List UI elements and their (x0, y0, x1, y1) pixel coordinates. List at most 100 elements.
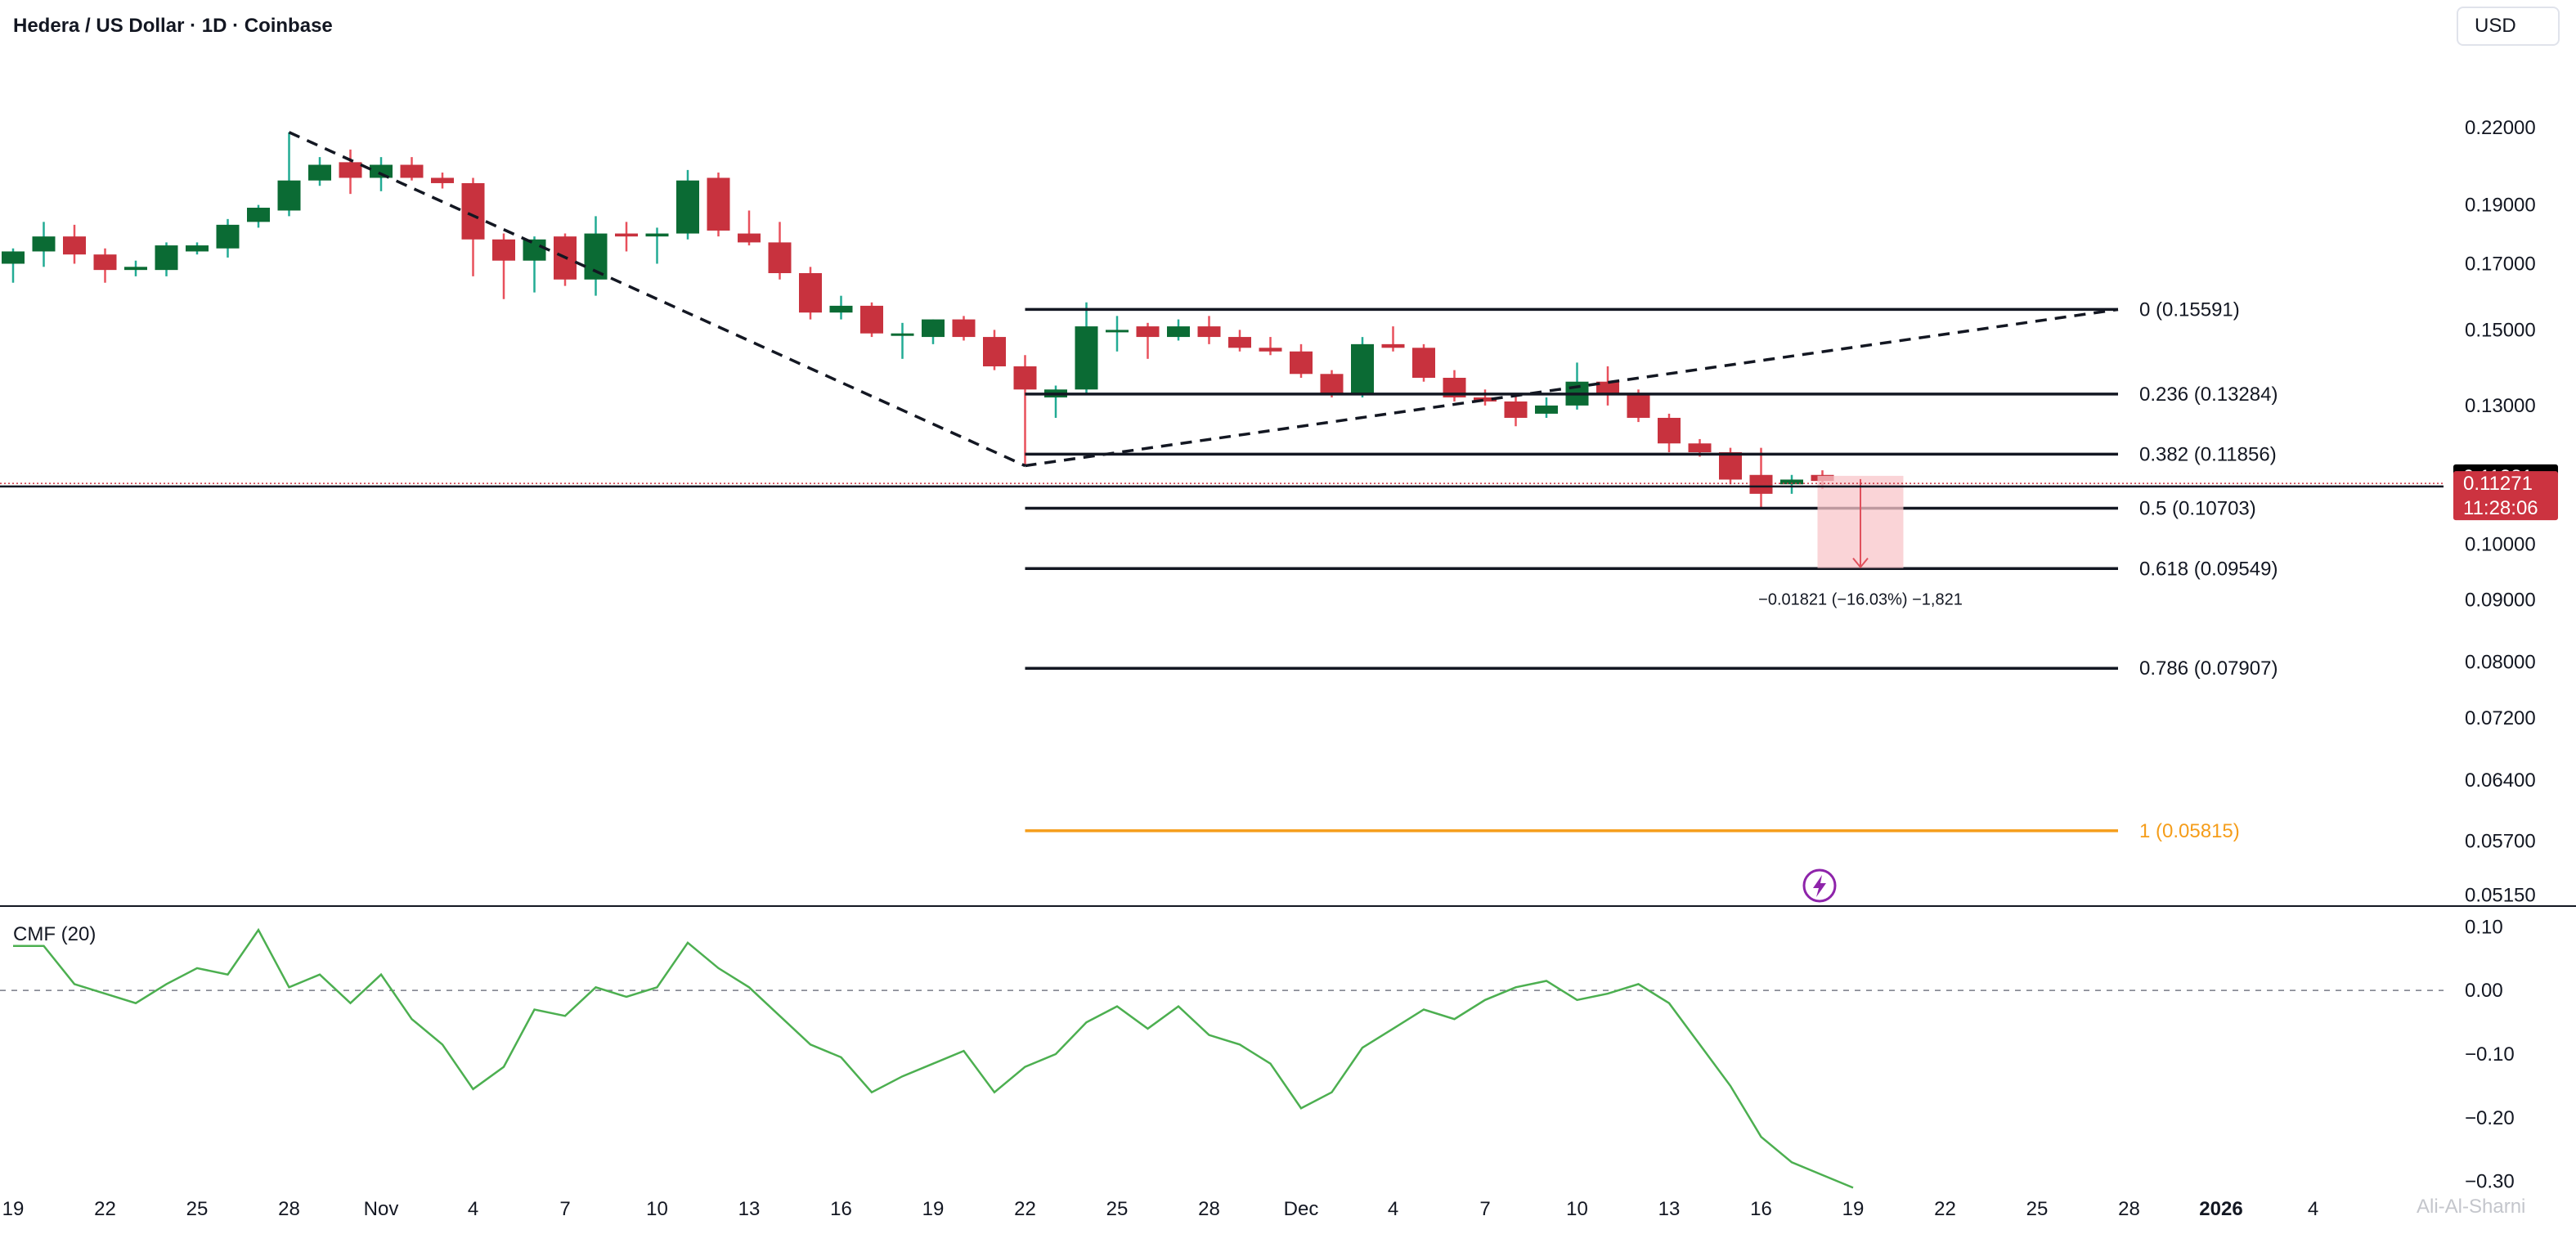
candle-down (1412, 348, 1435, 378)
time-axis-tick: 19 (2, 1198, 25, 1220)
candle-down (738, 233, 761, 243)
price-axis-tick: 0.15000 (2465, 319, 2536, 341)
price-axis-tick: 0.10000 (2465, 533, 2536, 555)
currency-button[interactable]: USD (2457, 7, 2560, 46)
triangle-lower-line (1025, 307, 2119, 468)
fib-level-label: 0.236 (0.13284) (2139, 384, 2278, 406)
candle-up (676, 180, 699, 234)
cmf-line (13, 927, 1854, 1189)
candle-up (2, 251, 25, 264)
cmf-axis-tick: 0.10 (2465, 916, 2503, 938)
time-axis-tick: Dec (1284, 1198, 1319, 1220)
price-axis-tick: 0.05700 (2465, 831, 2536, 853)
measure-label: −0.01821 (−16.03%) −1,821 (1758, 591, 1963, 609)
candle-up (277, 180, 301, 211)
fib-level-label: 0 (0.15591) (2139, 298, 2240, 321)
price-axis-tick: 0.08000 (2465, 652, 2536, 674)
price-axis-tick: 0.19000 (2465, 195, 2536, 217)
candle-up (1075, 326, 1098, 390)
time-axis-tick: 13 (1658, 1198, 1681, 1220)
candle-up (308, 164, 331, 181)
time-axis-tick: 19 (1842, 1198, 1865, 1220)
candle-down (1504, 401, 1528, 418)
candle-down (1320, 374, 1344, 394)
cmf-axis-tick: −0.10 (2465, 1043, 2515, 1066)
time-axis-tick: 16 (830, 1198, 852, 1220)
candle-up (124, 267, 147, 271)
time-axis-tick: 22 (1934, 1198, 1956, 1220)
price-axis-tick: 0.05150 (2465, 884, 2536, 906)
candle-down (1627, 393, 1650, 418)
candle-down (1197, 326, 1221, 338)
time-axis-tick: 28 (2118, 1198, 2140, 1220)
time-axis-tick: 7 (1479, 1198, 1490, 1220)
time-axis-tick: 2026 (2199, 1198, 2242, 1220)
candle-down (400, 164, 424, 178)
candle-down (1596, 381, 1619, 394)
lightning-alert-icon[interactable] (1802, 868, 1837, 903)
candle-down (339, 162, 362, 178)
candle-down (707, 177, 730, 231)
countdown-label: 11:28:06 (2463, 497, 2538, 519)
time-axis-tick: Nov (364, 1198, 399, 1220)
fib-level-label: 0.618 (0.09549) (2139, 558, 2278, 580)
cmf-axis-tick: −0.20 (2465, 1107, 2515, 1129)
candle-up (216, 224, 240, 249)
time-axis-tick: 7 (559, 1198, 570, 1220)
candle-down (983, 337, 1006, 366)
candle-down (1474, 397, 1497, 402)
candle-up (247, 208, 270, 222)
time-axis-tick: 25 (2026, 1198, 2049, 1220)
axes: 0.113810.1127111:28:060.260000.220000.19… (0, 29, 2576, 1220)
price-axis-tick: 0.09000 (2465, 590, 2536, 612)
candle-down (1688, 443, 1712, 453)
cmf-title: CMF (20) (13, 923, 96, 945)
time-axis-tick: 4 (2308, 1198, 2318, 1220)
price-axis-tick: 0.13000 (2465, 395, 2536, 417)
candle-down (615, 233, 638, 237)
fib-level-label: 0.5 (0.10703) (2139, 498, 2256, 520)
candle-down (1290, 351, 1313, 375)
candle-up (1351, 343, 1374, 394)
candle-down (952, 319, 976, 338)
cmf-pane[interactable] (0, 927, 2444, 1189)
candle-down (799, 273, 822, 313)
time-axis-tick: 10 (1566, 1198, 1588, 1220)
candle-up (370, 164, 393, 178)
candle-up (829, 305, 853, 313)
candle-up (891, 333, 914, 336)
candle-up (1167, 326, 1190, 338)
time-axis-tick: 4 (468, 1198, 478, 1220)
time-axis-tick: 28 (278, 1198, 300, 1220)
candle-down (1381, 343, 1405, 348)
candle-down (860, 305, 883, 334)
candle-up (155, 245, 178, 271)
candle-down (63, 236, 86, 255)
time-axis-tick: 16 (1750, 1198, 1772, 1220)
candle-up (1535, 405, 1558, 414)
candle-down (461, 182, 485, 240)
candle-down (1719, 452, 1742, 480)
candle-up (645, 233, 669, 237)
candle-down (1228, 337, 1251, 348)
candle-up (922, 319, 945, 338)
price-pane[interactable] (2, 132, 1834, 509)
candle-down (93, 254, 117, 271)
time-axis-tick: 22 (1014, 1198, 1036, 1220)
candle-up (186, 245, 209, 252)
candle-up (1106, 330, 1129, 333)
candle-down (1749, 474, 1773, 494)
drawing-overlays[interactable]: 0 (0.15591) 0.236 (0.13284) 0.382 (0.11856… (0, 131, 2444, 842)
time-axis-tick: 28 (1198, 1198, 1220, 1220)
last-price-label-text: 0.11271 (2463, 473, 2533, 495)
price-axis-tick: 0.06400 (2465, 770, 2536, 792)
fib-level-label: 0.786 (0.07907) (2139, 657, 2278, 680)
time-axis-tick: 25 (1106, 1198, 1129, 1220)
time-axis-tick: 4 (1388, 1198, 1398, 1220)
time-axis-tick: 19 (922, 1198, 945, 1220)
candle-down (431, 177, 454, 183)
price-axis-tick: 0.17000 (2465, 254, 2536, 276)
time-axis-tick: 22 (94, 1198, 116, 1220)
